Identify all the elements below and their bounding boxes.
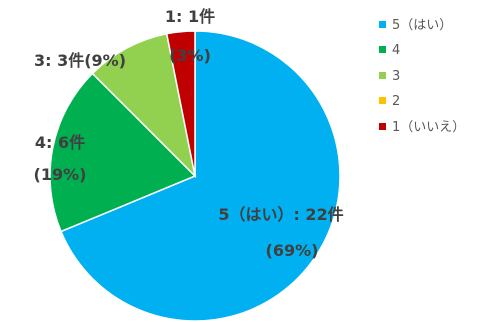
pie-slices [49, 30, 341, 322]
data-label-s1-line1: 1: 1件 [165, 7, 215, 26]
pie-slice-s1 [165, 30, 196, 177]
legend-label-s5: 5（はい） [392, 18, 452, 33]
legend-swatch-s4 [379, 46, 386, 53]
legend-item-s5: 5（はい） [379, 18, 452, 33]
legend-swatch-s5 [379, 21, 386, 28]
data-label-s4-line2: (19%) [34, 165, 87, 184]
legend-swatch-s3 [379, 72, 386, 79]
data-label-s5-line1: 5（はい）: 22件 [218, 205, 343, 224]
legend-label-s2: 2 [392, 94, 400, 109]
legend: 5（はい） 4 3 2 1（いいえ） [379, 18, 465, 135]
legend-swatch-s2 [379, 97, 386, 104]
legend-item-s4: 4 [379, 43, 400, 58]
data-label-s4-line1: 4: 6件 [35, 133, 85, 152]
legend-label-s4: 4 [392, 43, 400, 58]
legend-item-s1: 1（いいえ） [379, 120, 465, 135]
legend-label-s1: 1（いいえ） [392, 120, 465, 135]
legend-item-s3: 3 [379, 69, 400, 84]
data-label-s3: 3: 3件(9%) [34, 51, 126, 70]
legend-label-s3: 3 [392, 69, 400, 84]
data-label-s1-line2: (3%) [169, 46, 211, 65]
data-label-s5-line2: (69%) [266, 241, 319, 260]
pie-slice-s4 [49, 72, 197, 233]
pie-slice-s3 [91, 32, 197, 179]
legend-swatch-s1 [379, 123, 386, 130]
pie-slice-s5 [60, 30, 341, 322]
legend-item-s2: 2 [379, 94, 400, 109]
